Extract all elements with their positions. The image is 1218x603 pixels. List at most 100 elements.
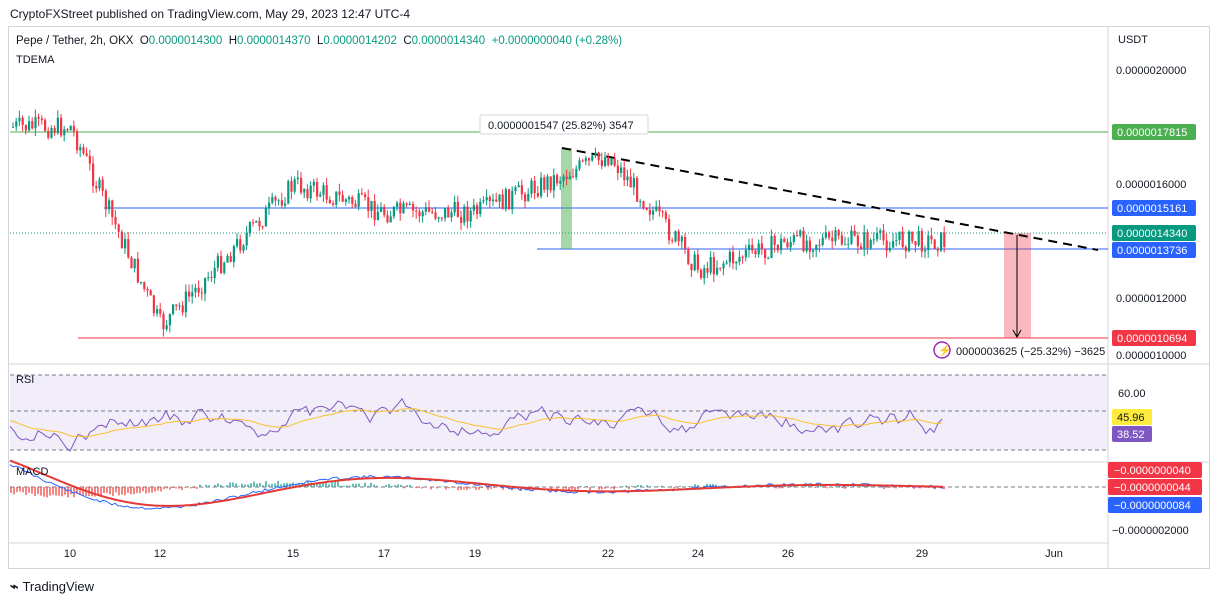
macd-histogram-bar bbox=[238, 486, 240, 487]
candle-body bbox=[562, 176, 565, 181]
macd-histogram-bar bbox=[19, 487, 21, 492]
macd-histogram-bar bbox=[586, 486, 588, 487]
macd-histogram-bar bbox=[400, 484, 402, 487]
candle-body bbox=[111, 200, 114, 218]
candle-body bbox=[277, 200, 280, 202]
macd-histogram-bar bbox=[157, 487, 159, 491]
macd-histogram-bar bbox=[28, 487, 30, 493]
macd-histogram-bar bbox=[706, 483, 708, 487]
tradingview-logo-icon: ⌁ bbox=[10, 578, 19, 594]
macd-histogram-bar bbox=[199, 484, 201, 487]
macd-histogram-bar bbox=[373, 484, 375, 487]
macd-histogram-bar bbox=[382, 486, 384, 487]
macd-tag-bg-2 bbox=[1108, 479, 1202, 495]
candle-body bbox=[488, 197, 491, 202]
candle-body bbox=[226, 255, 229, 263]
macd-histogram-bar bbox=[628, 487, 630, 490]
candle-body bbox=[914, 241, 917, 246]
candle-body bbox=[546, 176, 549, 190]
candle-body bbox=[575, 168, 578, 178]
macd-histogram-bar bbox=[415, 487, 417, 489]
macd-histogram-bar bbox=[127, 487, 129, 493]
macd-histogram-bar bbox=[346, 485, 348, 487]
candle-body bbox=[124, 239, 127, 249]
descending-trendline[interactable] bbox=[561, 147, 1099, 251]
macd-histogram-bar bbox=[76, 487, 78, 494]
candle-body bbox=[604, 157, 607, 167]
indicator-label[interactable]: TDEMA bbox=[16, 54, 55, 66]
macd-histogram-bar bbox=[106, 487, 108, 493]
candle-body bbox=[783, 238, 786, 243]
macd-histogram-bar bbox=[697, 484, 699, 487]
macd-histogram-bar bbox=[481, 487, 483, 489]
candle-body bbox=[152, 295, 155, 314]
candle-body bbox=[844, 244, 847, 246]
macd-histogram-bar bbox=[571, 487, 573, 490]
macd-histogram-bar bbox=[124, 487, 126, 496]
macd-histogram-bar bbox=[193, 487, 195, 489]
candle-body bbox=[620, 167, 623, 173]
candle-body bbox=[236, 239, 239, 247]
macd-label[interactable]: MACD bbox=[16, 466, 49, 478]
macd-series bbox=[9, 459, 1108, 510]
candle-body bbox=[242, 245, 245, 251]
candle-body bbox=[498, 194, 501, 202]
macd-histogram-bar bbox=[214, 484, 216, 487]
candle-body bbox=[460, 216, 463, 223]
macd-histogram-bar bbox=[262, 485, 264, 487]
time-tick-19: 19 bbox=[469, 548, 481, 560]
candle-body bbox=[892, 241, 895, 248]
candle-body bbox=[370, 200, 373, 211]
candle-body bbox=[572, 176, 575, 178]
rsi-label[interactable]: RSI bbox=[16, 374, 35, 386]
candle-body bbox=[754, 250, 757, 255]
candle-body bbox=[258, 220, 261, 227]
candle-body bbox=[140, 282, 143, 284]
candle-body bbox=[156, 309, 159, 314]
candle-body bbox=[540, 177, 543, 197]
macd-histogram-bar bbox=[265, 481, 267, 487]
candle-body bbox=[149, 290, 152, 296]
macd-histogram-bar bbox=[436, 487, 438, 489]
tag-bg-red bbox=[1112, 330, 1196, 346]
macd-tag-bg-3 bbox=[1108, 497, 1202, 513]
macd-histogram-bar bbox=[241, 483, 243, 487]
macd-histogram-bar bbox=[277, 480, 279, 487]
candle-body bbox=[786, 242, 789, 248]
macd-histogram-bar bbox=[637, 485, 639, 487]
candle-body bbox=[888, 247, 891, 251]
rsi-band bbox=[10, 375, 1108, 450]
macd-histogram-bar bbox=[883, 487, 885, 490]
time-tick-10: 10 bbox=[64, 548, 76, 560]
macd-histogram-bar bbox=[493, 487, 495, 488]
candle-body bbox=[552, 175, 555, 191]
candle-body bbox=[104, 190, 107, 210]
candle-body bbox=[146, 289, 149, 291]
rsi-tag-ma: 45.96 bbox=[1117, 412, 1145, 424]
macd-histogram-bar bbox=[49, 487, 51, 496]
candle-body bbox=[543, 177, 546, 190]
time-tick-26: 26 bbox=[782, 548, 794, 560]
alert-icon[interactable] bbox=[933, 341, 951, 359]
macd-histogram-bar bbox=[598, 487, 600, 490]
candle-body bbox=[216, 255, 219, 268]
candle-body bbox=[312, 181, 315, 186]
macd-histogram-bar bbox=[367, 485, 369, 487]
macd-histogram-bar bbox=[328, 484, 330, 487]
macd-histogram-bar bbox=[469, 487, 471, 489]
candle-body bbox=[261, 226, 264, 228]
candle-body bbox=[930, 235, 933, 240]
candle-body bbox=[796, 235, 799, 237]
footer-brand[interactable]: ⌁ TradingView bbox=[10, 578, 94, 595]
candle-body bbox=[760, 243, 763, 249]
symbol-label[interactable]: Pepe / Tether, 2h, OKX bbox=[16, 35, 134, 47]
macd-histogram-bar bbox=[835, 486, 837, 487]
candle-body bbox=[789, 241, 792, 248]
measure-up-box[interactable] bbox=[561, 148, 572, 249]
candle-body bbox=[764, 248, 767, 259]
candle-body bbox=[309, 185, 312, 199]
macd-histogram-bar bbox=[610, 487, 612, 489]
candle-body bbox=[908, 231, 911, 252]
macd-histogram-bar bbox=[343, 485, 345, 487]
